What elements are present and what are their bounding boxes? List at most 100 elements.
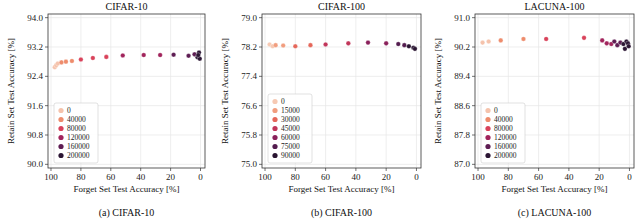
- legend-marker: [58, 126, 63, 131]
- y-tick-label: 78.2: [241, 42, 257, 52]
- y-tick: [45, 47, 48, 48]
- x-tick-label: 40: [136, 172, 146, 182]
- caption: (c) LACUNA-100: [518, 207, 592, 219]
- x-tick-label: 80: [76, 172, 86, 182]
- legend: 04000080000120000160000200000: [481, 103, 525, 163]
- grid-line: [265, 14, 266, 168]
- caption: (b) CIFAR-100: [311, 207, 372, 219]
- points: [267, 40, 417, 51]
- grid-line: [170, 14, 171, 168]
- x-axis-label: Forget Set Test Accuracy [%]: [501, 184, 607, 194]
- point: [480, 40, 485, 45]
- point: [64, 59, 69, 64]
- point: [498, 38, 503, 43]
- x-tick: [478, 168, 479, 171]
- y-tick: [259, 164, 262, 165]
- legend: 0150003000045000600007500090000: [268, 94, 312, 163]
- grid-line: [262, 164, 421, 165]
- point: [91, 56, 96, 61]
- point: [396, 42, 401, 47]
- figure: 90.090.891.692.493.294.0100806040200Forg…: [0, 0, 640, 221]
- y-axis-label: Retain Set Test Accuracy [%]: [433, 38, 443, 144]
- point: [293, 44, 298, 49]
- legend-box: [268, 94, 312, 163]
- plot-frame: [475, 14, 634, 168]
- x-tick-label: 0: [627, 172, 632, 182]
- grid-line: [262, 76, 421, 77]
- points: [52, 50, 202, 69]
- plot-background: [475, 14, 634, 168]
- point: [366, 40, 371, 45]
- x-tick: [568, 168, 569, 171]
- y-tick: [259, 17, 262, 18]
- x-tick: [386, 168, 387, 171]
- plot-background: [48, 14, 205, 168]
- grid-line: [475, 47, 634, 48]
- y-tick: [472, 76, 475, 77]
- legend-label: 60000: [281, 133, 300, 142]
- y-tick: [259, 76, 262, 77]
- y-tick: [45, 164, 48, 165]
- point: [141, 53, 146, 58]
- point: [384, 41, 389, 46]
- legend-box: [481, 103, 525, 163]
- legend-marker: [272, 153, 277, 158]
- legend-marker: [485, 108, 490, 113]
- legend-marker: [272, 108, 277, 113]
- y-tick: [45, 76, 48, 77]
- legend-label: 160000: [67, 142, 90, 151]
- points: [480, 36, 631, 52]
- legend-marker: [272, 144, 277, 149]
- x-tick-label: 100: [44, 172, 58, 182]
- grid-line: [599, 14, 600, 168]
- panel: 90.090.891.692.493.294.0100806040200Forg…: [6, 1, 205, 219]
- y-tick: [259, 135, 262, 136]
- y-tick-label: 87.8: [454, 130, 470, 140]
- point: [604, 41, 609, 46]
- y-tick: [259, 47, 262, 48]
- legend-marker: [272, 117, 277, 122]
- chart-title: CIFAR-100: [318, 1, 365, 12]
- grid-line: [48, 17, 205, 18]
- legend-marker: [58, 117, 63, 122]
- y-tick-label: 90.0: [27, 159, 43, 169]
- x-tick-label: 20: [595, 172, 605, 182]
- x-tick: [140, 168, 141, 171]
- y-tick: [45, 105, 48, 106]
- legend-marker: [272, 126, 277, 131]
- legend-label: 30000: [281, 115, 300, 124]
- legend-label: 160000: [494, 142, 517, 151]
- x-axis-label: Forget Set Test Accuracy [%]: [73, 184, 179, 194]
- legend-label: 0: [494, 106, 498, 115]
- legend-label: 80000: [494, 124, 513, 133]
- x-tick: [508, 168, 509, 171]
- point: [120, 53, 125, 58]
- point: [407, 44, 412, 49]
- legend-label: 75000: [281, 142, 300, 151]
- x-tick: [295, 168, 296, 171]
- point: [281, 43, 286, 48]
- x-tick: [265, 168, 266, 171]
- grid-line: [262, 47, 421, 48]
- x-tick: [325, 168, 326, 171]
- x-tick: [416, 168, 417, 171]
- y-tick-label: 75.0: [241, 159, 257, 169]
- x-tick-label: 60: [106, 172, 116, 182]
- y-tick: [472, 17, 475, 18]
- x-tick-label: 0: [198, 172, 203, 182]
- legend-marker: [58, 153, 63, 158]
- legend-marker: [485, 117, 490, 122]
- point: [104, 55, 109, 60]
- grid-line: [48, 76, 205, 77]
- legend-label: 90000: [281, 151, 300, 160]
- legend-label: 120000: [67, 133, 90, 142]
- legend-label: 200000: [494, 151, 517, 160]
- x-tick-label: 0: [414, 172, 419, 182]
- caption: (a) CIFAR-10: [99, 207, 155, 219]
- grid-line: [110, 14, 111, 168]
- grid-line: [478, 14, 479, 168]
- legend-marker: [58, 135, 63, 140]
- y-tick: [45, 17, 48, 18]
- y-tick-label: 93.2: [27, 42, 43, 52]
- x-tick-label: 20: [166, 172, 176, 182]
